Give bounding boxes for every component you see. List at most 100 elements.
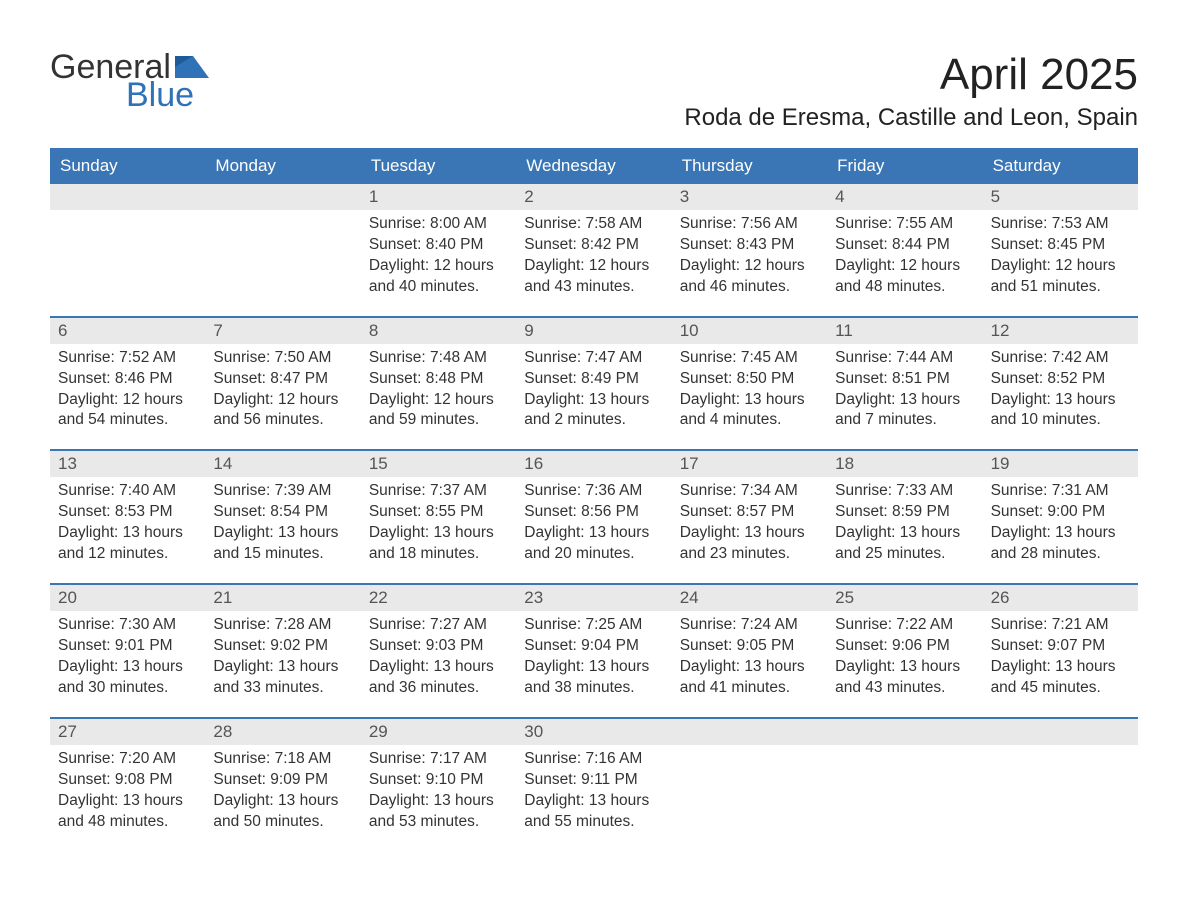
sunrise-text: Sunrise: 7:37 AM xyxy=(369,481,508,502)
calendar-cell: 30Sunrise: 7:16 AMSunset: 9:11 PMDayligh… xyxy=(516,719,671,839)
sunset-text: Sunset: 9:00 PM xyxy=(991,502,1130,523)
day-details: Sunrise: 7:28 AMSunset: 9:02 PMDaylight:… xyxy=(205,611,360,699)
day-number: 11 xyxy=(827,318,982,344)
sunset-text: Sunset: 8:52 PM xyxy=(991,369,1130,390)
daylight-text: Daylight: 13 hours and 28 minutes. xyxy=(991,523,1130,565)
day-number: 14 xyxy=(205,451,360,477)
sunset-text: Sunset: 9:02 PM xyxy=(213,636,352,657)
daylight-text: Daylight: 12 hours and 54 minutes. xyxy=(58,390,197,432)
week-row: 20Sunrise: 7:30 AMSunset: 9:01 PMDayligh… xyxy=(50,583,1138,705)
daylight-text: Daylight: 13 hours and 12 minutes. xyxy=(58,523,197,565)
daylight-text: Daylight: 13 hours and 4 minutes. xyxy=(680,390,819,432)
sunrise-text: Sunrise: 7:50 AM xyxy=(213,348,352,369)
daylight-text: Daylight: 13 hours and 33 minutes. xyxy=(213,657,352,699)
day-details: Sunrise: 7:34 AMSunset: 8:57 PMDaylight:… xyxy=(672,477,827,565)
calendar-cell: 22Sunrise: 7:27 AMSunset: 9:03 PMDayligh… xyxy=(361,585,516,705)
calendar-cell: 12Sunrise: 7:42 AMSunset: 8:52 PMDayligh… xyxy=(983,318,1138,438)
day-details: Sunrise: 7:47 AMSunset: 8:49 PMDaylight:… xyxy=(516,344,671,432)
calendar-cell: 1Sunrise: 8:00 AMSunset: 8:40 PMDaylight… xyxy=(361,184,516,304)
daylight-text: Daylight: 13 hours and 36 minutes. xyxy=(369,657,508,699)
sunrise-text: Sunrise: 7:31 AM xyxy=(991,481,1130,502)
calendar-cell: 11Sunrise: 7:44 AMSunset: 8:51 PMDayligh… xyxy=(827,318,982,438)
day-details: Sunrise: 7:45 AMSunset: 8:50 PMDaylight:… xyxy=(672,344,827,432)
sunset-text: Sunset: 8:47 PM xyxy=(213,369,352,390)
sunset-text: Sunset: 9:05 PM xyxy=(680,636,819,657)
sunset-text: Sunset: 9:09 PM xyxy=(213,770,352,791)
day-number: 20 xyxy=(50,585,205,611)
daylight-text: Daylight: 13 hours and 48 minutes. xyxy=(58,791,197,833)
day-details: Sunrise: 7:48 AMSunset: 8:48 PMDaylight:… xyxy=(361,344,516,432)
sunrise-text: Sunrise: 7:36 AM xyxy=(524,481,663,502)
week-row: 1Sunrise: 8:00 AMSunset: 8:40 PMDaylight… xyxy=(50,184,1138,304)
calendar-cell: 14Sunrise: 7:39 AMSunset: 8:54 PMDayligh… xyxy=(205,451,360,571)
sunset-text: Sunset: 8:40 PM xyxy=(369,235,508,256)
sunset-text: Sunset: 8:49 PM xyxy=(524,369,663,390)
day-number: 12 xyxy=(983,318,1138,344)
sunrise-text: Sunrise: 7:47 AM xyxy=(524,348,663,369)
day-details: Sunrise: 7:20 AMSunset: 9:08 PMDaylight:… xyxy=(50,745,205,833)
sunrise-text: Sunrise: 7:53 AM xyxy=(991,214,1130,235)
daylight-text: Daylight: 13 hours and 45 minutes. xyxy=(991,657,1130,699)
calendar-cell: 13Sunrise: 7:40 AMSunset: 8:53 PMDayligh… xyxy=(50,451,205,571)
daylight-text: Daylight: 13 hours and 25 minutes. xyxy=(835,523,974,565)
sunrise-text: Sunrise: 7:17 AM xyxy=(369,749,508,770)
sunrise-text: Sunrise: 7:34 AM xyxy=(680,481,819,502)
location-subtitle: Roda de Eresma, Castille and Leon, Spain xyxy=(684,104,1138,132)
sunrise-text: Sunrise: 7:56 AM xyxy=(680,214,819,235)
day-number xyxy=(983,719,1138,745)
calendar: Sunday Monday Tuesday Wednesday Thursday… xyxy=(50,148,1138,838)
day-number: 28 xyxy=(205,719,360,745)
daylight-text: Daylight: 13 hours and 38 minutes. xyxy=(524,657,663,699)
sunset-text: Sunset: 8:42 PM xyxy=(524,235,663,256)
calendar-cell xyxy=(983,719,1138,839)
day-number: 1 xyxy=(361,184,516,210)
calendar-cell: 7Sunrise: 7:50 AMSunset: 8:47 PMDaylight… xyxy=(205,318,360,438)
calendar-cell xyxy=(827,719,982,839)
sunset-text: Sunset: 9:08 PM xyxy=(58,770,197,791)
day-details: Sunrise: 7:31 AMSunset: 9:00 PMDaylight:… xyxy=(983,477,1138,565)
sunrise-text: Sunrise: 7:24 AM xyxy=(680,615,819,636)
sunrise-text: Sunrise: 7:52 AM xyxy=(58,348,197,369)
day-number: 27 xyxy=(50,719,205,745)
calendar-cell: 19Sunrise: 7:31 AMSunset: 9:00 PMDayligh… xyxy=(983,451,1138,571)
sunrise-text: Sunrise: 7:40 AM xyxy=(58,481,197,502)
day-number: 21 xyxy=(205,585,360,611)
calendar-cell: 23Sunrise: 7:25 AMSunset: 9:04 PMDayligh… xyxy=(516,585,671,705)
calendar-cell: 21Sunrise: 7:28 AMSunset: 9:02 PMDayligh… xyxy=(205,585,360,705)
day-number: 3 xyxy=(672,184,827,210)
day-number: 9 xyxy=(516,318,671,344)
day-details: Sunrise: 7:22 AMSunset: 9:06 PMDaylight:… xyxy=(827,611,982,699)
day-number: 13 xyxy=(50,451,205,477)
daylight-text: Daylight: 13 hours and 2 minutes. xyxy=(524,390,663,432)
calendar-cell xyxy=(672,719,827,839)
day-number: 2 xyxy=(516,184,671,210)
sunrise-text: Sunrise: 7:58 AM xyxy=(524,214,663,235)
day-details: Sunrise: 7:42 AMSunset: 8:52 PMDaylight:… xyxy=(983,344,1138,432)
sunset-text: Sunset: 8:51 PM xyxy=(835,369,974,390)
sunset-text: Sunset: 8:59 PM xyxy=(835,502,974,523)
day-number: 22 xyxy=(361,585,516,611)
sunset-text: Sunset: 8:48 PM xyxy=(369,369,508,390)
brand-logo: General Blue xyxy=(50,50,209,112)
sunrise-text: Sunrise: 8:00 AM xyxy=(369,214,508,235)
weeks-container: 1 Sunrise: 8:00 AMSunset: 8:40 PM Daylight… xyxy=(50,184,1138,838)
day-details: Sunrise: 7:30 AMSunset: 9:01 PMDaylight:… xyxy=(50,611,205,699)
sunrise-text: Sunrise: 7:22 AM xyxy=(835,615,974,636)
sunset-text: Sunset: 8:53 PM xyxy=(58,502,197,523)
sunrise-text: Sunrise: 7:48 AM xyxy=(369,348,508,369)
day-details: Sunrise: 7:25 AMSunset: 9:04 PMDaylight:… xyxy=(516,611,671,699)
day-number: 5 xyxy=(983,184,1138,210)
day-number: 10 xyxy=(672,318,827,344)
day-number: 19 xyxy=(983,451,1138,477)
sunset-text: Sunset: 9:07 PM xyxy=(991,636,1130,657)
daylight-text: Daylight: 12 hours and 56 minutes. xyxy=(213,390,352,432)
sunset-text: Sunset: 8:55 PM xyxy=(369,502,508,523)
day-number: 18 xyxy=(827,451,982,477)
day-number xyxy=(672,719,827,745)
dayhead-fri: Friday xyxy=(827,148,982,184)
calendar-cell xyxy=(50,184,205,304)
day-details: Sunrise: 7:40 AMSunset: 8:53 PMDaylight:… xyxy=(50,477,205,565)
daylight-text: Daylight: 13 hours and 43 minutes. xyxy=(835,657,974,699)
day-details: Sunrise: 7:21 AMSunset: 9:07 PMDaylight:… xyxy=(983,611,1138,699)
sunset-text: Sunset: 8:54 PM xyxy=(213,502,352,523)
